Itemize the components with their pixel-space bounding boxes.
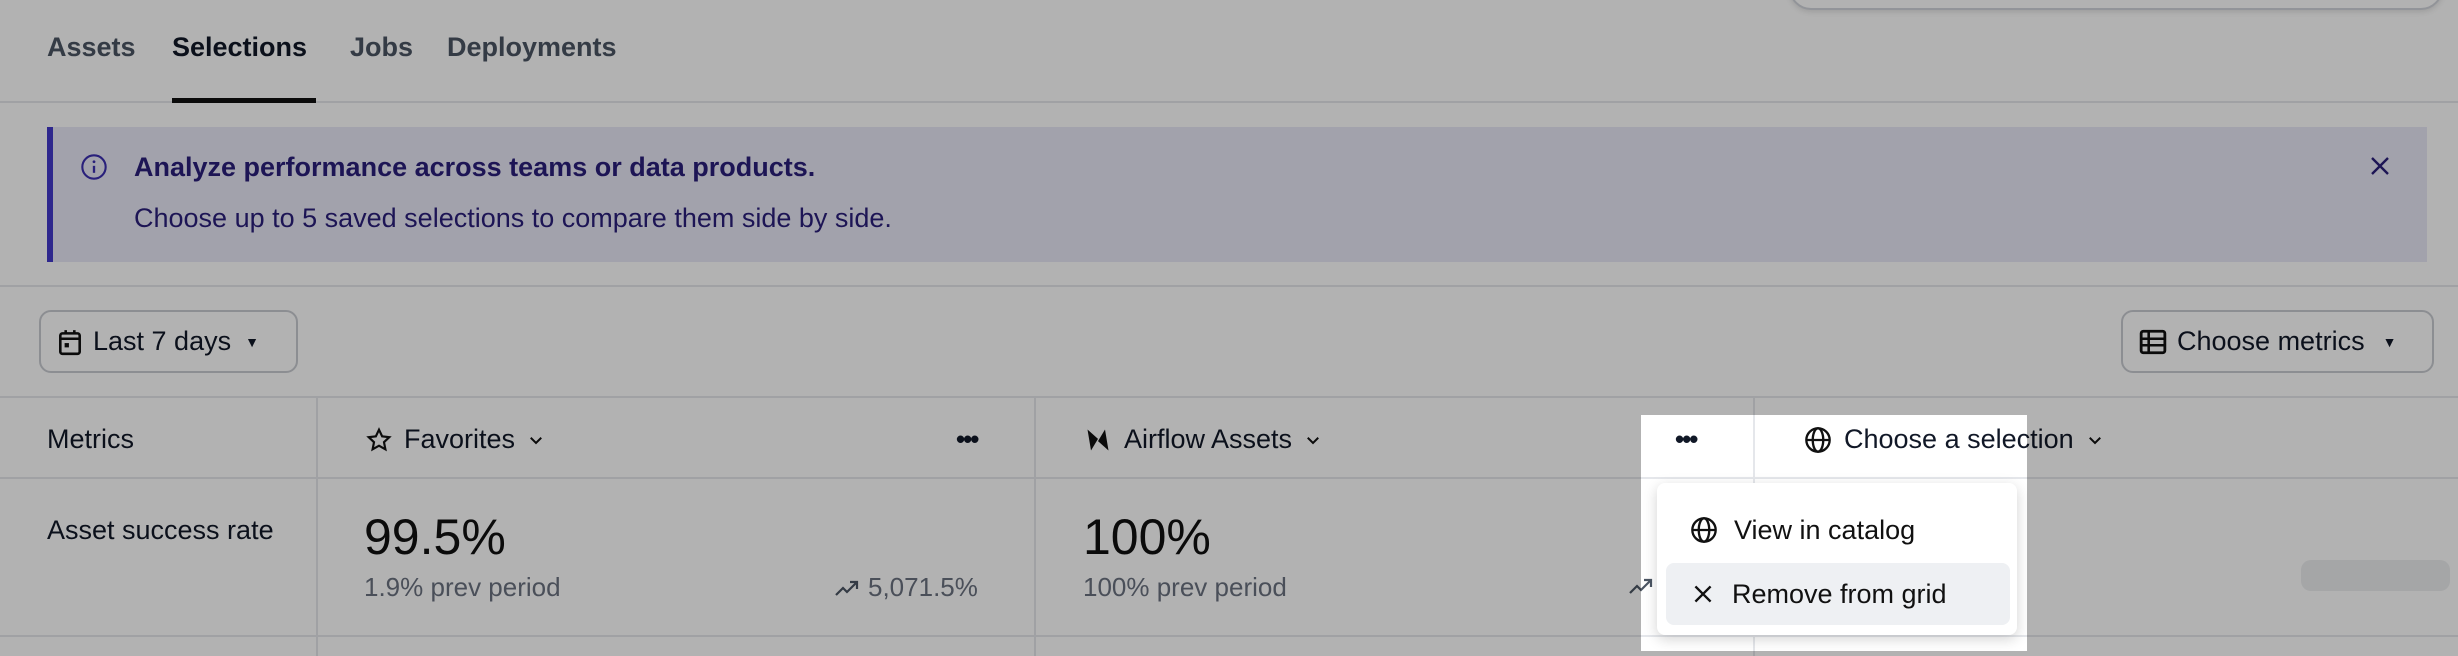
- chevron-down-icon: [2088, 436, 2101, 444]
- metrics-header: Metrics: [47, 424, 134, 454]
- metric-value: 100%: [1083, 509, 1211, 565]
- menu-item-label: Remove from grid: [1732, 578, 1947, 609]
- column-options-menu: View in catalog Remove from grid: [1657, 483, 2017, 635]
- menu-item-label: View in catalog: [1734, 514, 1916, 545]
- chevron-down-icon: [530, 436, 542, 444]
- tab-selections[interactable]: Selections: [172, 32, 308, 62]
- change-indicator: 5,071.5%: [834, 572, 978, 603]
- tab-jobs[interactable]: Jobs: [350, 32, 414, 62]
- globe-icon: [1691, 517, 1717, 543]
- loading-placeholder: [2301, 560, 2450, 591]
- column-label: Favorites: [404, 424, 516, 454]
- choose-metrics-button[interactable]: Choose metrics ▼: [2121, 310, 2434, 373]
- menu-item-view-in-catalog[interactable]: View in catalog: [1666, 499, 2010, 561]
- date-range-button[interactable]: Last 7 days ▼: [39, 310, 298, 373]
- grid-top-border: [0, 396, 2458, 398]
- section-divider: [0, 285, 2458, 287]
- date-range-label: Last 7 days: [93, 326, 232, 356]
- more-options-button[interactable]: •••: [956, 424, 979, 454]
- close-icon: [1694, 585, 1712, 603]
- star-icon: [366, 426, 392, 451]
- calendar-icon: [59, 329, 81, 355]
- prev-period: 1.9% prev period: [364, 572, 561, 602]
- caret-down-icon: ▼: [245, 333, 259, 350]
- tab-deployments[interactable]: Deployments: [447, 32, 617, 62]
- airflow-icon: [1087, 429, 1109, 450]
- column-header-airflow-assets[interactable]: Airflow Assets: [1084, 424, 1322, 455]
- caret-down-icon: ▼: [2382, 333, 2397, 350]
- change-value: 5,071.5%: [868, 572, 978, 602]
- table-icon: [2139, 329, 2167, 354]
- globe-icon: [1805, 426, 1831, 453]
- banner-title: Analyze performance across teams or data…: [134, 152, 816, 182]
- menu-item-remove-from-grid[interactable]: Remove from grid: [1666, 563, 2010, 625]
- trend-up-icon: [835, 580, 859, 596]
- banner-subtitle: Choose up to 5 saved selections to compa…: [134, 203, 892, 233]
- top-popover-edge: [1789, 0, 2443, 10]
- column-divider: [1034, 397, 1036, 656]
- column-label: Airflow Assets: [1124, 424, 1293, 454]
- info-banner: [47, 127, 2427, 262]
- close-icon[interactable]: [2368, 154, 2392, 178]
- column-label: Choose a selection: [1844, 424, 2074, 454]
- chevron-down-icon: [1307, 436, 1320, 444]
- row-label: Asset success rate: [47, 515, 274, 545]
- column-divider: [316, 397, 318, 656]
- choose-selection-dropdown[interactable]: Choose a selection: [1804, 424, 2104, 455]
- trend-up-icon: [1629, 578, 1653, 594]
- column-header-favorites[interactable]: Favorites: [366, 424, 545, 455]
- metric-value: 99.5%: [364, 509, 506, 565]
- active-tab-indicator: [172, 98, 316, 103]
- tab-assets[interactable]: Assets: [47, 32, 136, 62]
- choose-metrics-label: Choose metrics: [2177, 326, 2365, 356]
- grid-row-border: [0, 635, 2458, 637]
- tabs-divider: [0, 101, 2458, 103]
- prev-period: 100% prev period: [1083, 572, 1287, 602]
- grid-header-border: [0, 477, 2458, 479]
- more-options-button[interactable]: •••: [1675, 424, 1698, 454]
- info-icon: [81, 154, 107, 180]
